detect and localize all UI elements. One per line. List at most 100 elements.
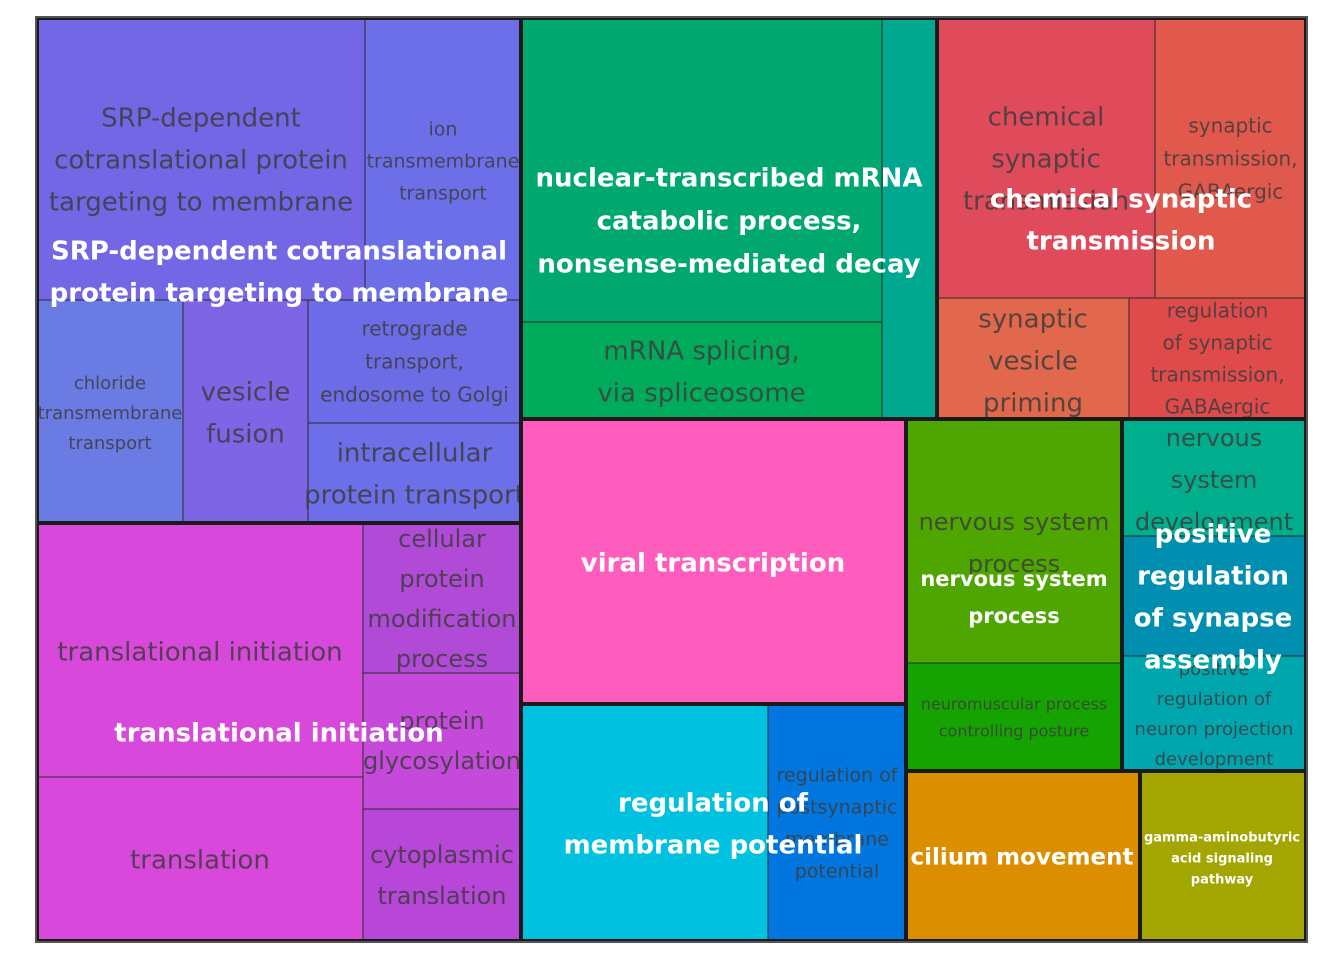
group-label-chemical-synaptic-transmission-line-2: transmission	[1026, 227, 1215, 257]
tile-label-srp-dependent-cotranslational-protein-targeting-to-membrane: SRP-dependent cotranslational protein targ…	[49, 104, 353, 218]
group-label-nuclear-transcribed-mrna-catabolic-process-nonsense-mediated-decay-line-2: catabolic process,	[597, 207, 862, 237]
tile-neuromuscular-process-controlling-posture	[905, 662, 1123, 772]
tile-label-cellular-protein-modification-process-line-2: protein	[399, 565, 484, 593]
tile-label-vesicle-fusion-line-1: vesicle	[201, 378, 291, 408]
tile-label-protein-glycosylation-line-2: glycosylation	[363, 747, 521, 775]
group-label-positive-regulation-of-synapse-assembly-line-4: assembly	[1144, 646, 1282, 676]
tile-regulation-of-synaptic-transmission-gabaergic	[1128, 297, 1307, 420]
tile-cytoplasmic-translation	[362, 808, 522, 942]
tile-label-retrograde-transport-endosome-to-golgi-line-1: retrograde	[361, 317, 467, 341]
tile-regulation-of-postsynaptic-membrane-potential	[767, 703, 907, 942]
tile-translational-initiation	[36, 522, 364, 778]
tile-label-nervous-system-process-line-2: process	[968, 550, 1060, 578]
tile-label-regulation-of-synaptic-transmission-gabaergic-line-4: GABAergic	[1165, 395, 1271, 419]
tile-ion-transmembrane-transport	[364, 17, 522, 301]
group-label-srp-dependent-cotranslational-protein-targeting-to-membrane-line-1: SRP-dependent cotranslational	[51, 237, 507, 267]
tile-cellular-protein-modification-process	[362, 522, 522, 674]
tile-label-cytoplasmic-translation: cytoplasmic translation	[370, 841, 514, 910]
group-label-regulation-of-membrane-potential: regulation of membrane potential	[564, 789, 863, 861]
group-label-translational-initiation: translational initiation	[114, 719, 443, 749]
tile-label-srp-dependent-cotranslational-protein-targeting-to-membrane-line-1: SRP-dependent	[101, 104, 301, 134]
tile-label-regulation-of-postsynaptic-membrane-potential-line-2: postsynaptic	[776, 797, 897, 819]
tile-label-chloride-transmembrane-transport: chloride transmembrane transport	[38, 373, 183, 454]
tile-label-cellular-protein-modification-process: cellular protein modification process	[368, 525, 517, 673]
tile-chemical-synaptic-transmission	[936, 17, 1156, 299]
tile-label-srp-dependent-cotranslational-protein-targeting-to-membrane-line-3: targeting to membrane	[49, 188, 353, 218]
tile-label-regulation-of-synaptic-transmission-gabaergic: regulation of synaptic transmission, GABAer…	[1150, 299, 1284, 419]
group-label-srp-dependent-cotranslational-protein-targeting-to-membrane: SRP-dependent cotranslational protein tar…	[50, 237, 509, 309]
tile-label-synaptic-vesicle-priming-line-1: synaptic	[978, 305, 1088, 335]
tile-label-nervous-system-process-line-1: nervous system	[919, 508, 1110, 536]
tile-nuclear-transcribed-mrna-catabolic-process-nonsense-mediated-decay-2	[881, 17, 938, 420]
tile-srp-dependent-cotranslational-protein-targeting-to-membrane	[36, 17, 366, 301]
tile-label-mrna-splicing-via-spliceosome: mRNA splicing, via spliceosome	[597, 337, 805, 409]
tile-label-intracellular-protein-transport-line-2: protein transport	[304, 481, 525, 511]
group-label-viral-transcription: viral transcription	[581, 549, 845, 579]
tile-label-vesicle-fusion-line-2: fusion	[206, 420, 285, 450]
tile-label-chemical-synaptic-transmission: chemical synaptic transmission	[963, 103, 1129, 217]
tile-label-regulation-of-postsynaptic-membrane-potential-line-4: potential	[795, 861, 880, 883]
tile-label-regulation-of-synaptic-transmission-gabaergic-line-3: transmission,	[1150, 363, 1284, 387]
tile-label-regulation-of-postsynaptic-membrane-potential: regulation of postsynaptic membrane potenti…	[776, 765, 898, 883]
tile-label-positive-regulation-of-neuron-projection-development-line-2: regulation of	[1157, 689, 1272, 710]
tile-label-synaptic-transmission-gabaergic: synaptic transmission, GABAergic	[1163, 114, 1297, 204]
tile-label-synaptic-vesicle-priming-line-2: vesicle	[988, 347, 1078, 377]
tile-label-regulation-of-synaptic-transmission-gabaergic-line-2: of synaptic	[1163, 331, 1273, 355]
tile-viral-transcription-0	[520, 418, 907, 705]
tile-synaptic-transmission-gabaergic	[1154, 17, 1307, 299]
tile-label-intracellular-protein-transport: intracellular protein transport	[304, 439, 525, 511]
group-label-viral-transcription-line-1: viral transcription	[581, 549, 845, 579]
tile-positive-regulation-of-neuron-projection-development	[1121, 655, 1307, 772]
tile-label-nervous-system-process: nervous system process	[919, 508, 1110, 578]
group-label-regulation-of-membrane-potential-line-1: regulation of	[618, 789, 809, 819]
group-label-chemical-synaptic-transmission-line-1: chemical synaptic	[990, 185, 1252, 215]
tile-label-protein-glycosylation: protein glycosylation	[363, 707, 521, 775]
tile-label-nervous-system-development-line-2: system	[1171, 466, 1258, 494]
tile-label-ion-transmembrane-transport-line-2: transmembrane	[367, 151, 520, 173]
group-label-translational-initiation-line-1: translational initiation	[114, 719, 443, 749]
tile-label-neuromuscular-process-controlling-posture: neuromuscular process controlling posture	[921, 695, 1108, 741]
tile-label-srp-dependent-cotranslational-protein-targeting-to-membrane-line-2: cotranslational protein	[54, 146, 348, 176]
tile-intracellular-protein-transport	[307, 422, 522, 524]
group-nuclear-transcribed-mrna-catabolic-process-nonsense-mediated-decay: mRNA splicing, via spliceosome	[520, 17, 938, 420]
group-translational-initiation: translational initiation translation cellu…	[36, 522, 522, 942]
group-label-regulation-of-membrane-potential-line-2: membrane potential	[564, 831, 863, 861]
tile-gamma-aminobutyric-acid-signaling-pathway-0	[1139, 770, 1307, 942]
group-label-gamma-aminobutyric-acid-signaling-pathway: gamma-aminobutyric acid signaling pathway	[1144, 831, 1300, 888]
group-srp-dependent-cotranslational-protein-targeting-to-membrane: SRP-dependent cotranslational protein targ…	[36, 17, 525, 524]
tile-label-nervous-system-development-line-3: development	[1135, 508, 1293, 536]
group-label-nervous-system-process: nervous system process	[920, 567, 1107, 628]
tile-label-cytoplasmic-translation-line-2: translation	[377, 882, 506, 910]
tile-nervous-system-process	[905, 418, 1123, 664]
tile-label-chemical-synaptic-transmission-line-1: chemical	[988, 103, 1105, 133]
tile-label-vesicle-fusion: vesicle fusion	[201, 378, 291, 450]
tile-label-ion-transmembrane-transport-line-1: ion	[429, 119, 458, 141]
group-label-positive-regulation-of-synapse-assembly-line-1: positive	[1155, 520, 1272, 550]
tile-label-chloride-transmembrane-transport-line-2: transmembrane	[38, 403, 183, 424]
group-label-gamma-aminobutyric-acid-signaling-pathway-line-1: gamma-aminobutyric	[1144, 831, 1300, 846]
tile-label-cellular-protein-modification-process-line-3: modification	[368, 605, 517, 633]
tile-label-retrograde-transport-endosome-to-golgi: retrograde transport, endosome to Golgi	[320, 317, 509, 407]
group-label-nuclear-transcribed-mrna-catabolic-process-nonsense-mediated-decay-line-1: nuclear-transcribed mRNA	[536, 164, 923, 194]
tile-retrograde-transport-endosome-to-golgi	[307, 299, 522, 424]
tile-label-translation-line-1: translation	[130, 846, 270, 876]
tile-label-retrograde-transport-endosome-to-golgi-line-3: endosome to Golgi	[320, 383, 509, 407]
tile-label-translational-initiation: translational initiation	[57, 638, 342, 668]
tile-label-mrna-splicing-via-spliceosome-line-2: via spliceosome	[597, 379, 805, 409]
group-label-chemical-synaptic-transmission: chemical synaptic transmission	[990, 185, 1252, 257]
tile-nuclear-transcribed-mrna-catabolic-process-nonsense-mediated-decay	[520, 17, 883, 323]
tile-label-neuromuscular-process-controlling-posture-line-2: controlling posture	[939, 722, 1090, 741]
tile-label-nervous-system-development-line-1: nervous	[1166, 424, 1262, 452]
group-nervous-system-process: nervous system process neuromuscular proce…	[905, 418, 1123, 772]
tile-label-chloride-transmembrane-transport-line-3: transport	[68, 433, 151, 454]
tile-label-synaptic-transmission-gabaergic-line-1: synaptic	[1188, 114, 1272, 138]
tile-label-chloride-transmembrane-transport-line-1: chloride	[74, 373, 146, 394]
tile-label-translation: translation	[130, 846, 270, 876]
tile-nervous-system-development	[1121, 418, 1307, 537]
tile-label-neuromuscular-process-controlling-posture-line-1: neuromuscular process	[921, 695, 1108, 714]
tile-label-synaptic-transmission-gabaergic-line-2: transmission,	[1163, 147, 1297, 171]
group-gamma-aminobutyric-acid-signaling-pathway	[1139, 770, 1307, 942]
tile-chloride-transmembrane-transport	[36, 299, 184, 524]
tile-positive-regulation-of-synapse-assembly	[1121, 535, 1307, 657]
